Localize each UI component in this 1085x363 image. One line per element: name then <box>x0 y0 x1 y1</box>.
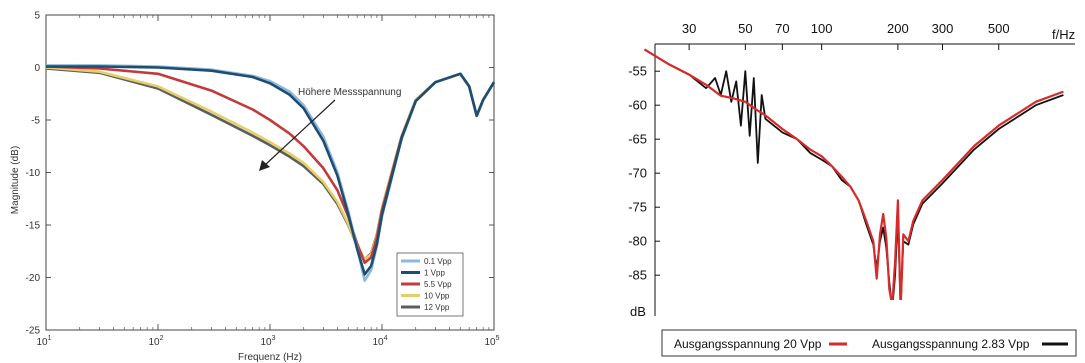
chart1-legend-label: 0.1 Vpp <box>424 257 452 266</box>
chart1-legend-label: 12 Vpp <box>424 303 450 312</box>
chart1-y-tick-label: -5 <box>31 116 40 127</box>
chart1-annotation-arrow <box>264 99 336 166</box>
chart2-y-tick-label: -75 <box>628 200 647 215</box>
chart1-x-tick-exp: 1 <box>48 335 52 342</box>
chart1-y-ticks: 5 0 -5 -10 -15 -20 -25 <box>26 11 494 337</box>
chart2-xlabel: f/Hz <box>1052 27 1075 42</box>
chart2-y-tick-label: -70 <box>628 166 647 181</box>
chart1-y-tick-label: -10 <box>26 168 41 179</box>
chart2-y-tick-label: -55 <box>628 64 647 79</box>
chart1-x-tick-base: 10 <box>148 337 160 348</box>
chart1-legend: 0.1 Vpp 1 Vpp 5.5 Vpp 10 Vpp 12 Vpp <box>396 252 464 317</box>
chart1-y-tick-label: 5 <box>34 11 40 22</box>
chart1-x-tick-base: 10 <box>36 337 48 348</box>
chart2-legend: Ausgangsspannung 20 Vpp Ausgangsspannung … <box>661 329 1077 357</box>
chart1-x-tick-label: 103 <box>260 335 275 348</box>
chart2-x-ticks: 30 50 70 100 200 300 500 <box>682 21 1010 50</box>
chart1-annotation: Höhere Messspannung <box>298 87 401 98</box>
chart1-x-tick-exp: 2 <box>160 335 164 342</box>
chart1-xlabel: Frequenz (Hz) <box>238 352 302 363</box>
chart2-x-tick-label: 300 <box>932 21 954 36</box>
chart1-y-tick-label: 0 <box>34 63 40 74</box>
chart1-series-group <box>45 64 496 283</box>
chart2-ylabel: dB <box>630 304 646 319</box>
chart-magnitude: 101 102 103 104 105 50-5-10-15-20-25 Frequen… <box>10 11 500 363</box>
chart1-x-tick-exp: 5 <box>496 335 500 342</box>
chart2-y-tick-label: -80 <box>628 234 647 249</box>
chart1-x-tick-label: 105 <box>484 335 499 348</box>
chart1-x-tick-base: 10 <box>260 337 272 348</box>
chart2-series-group <box>643 48 1064 300</box>
chart1-x-tick-exp: 3 <box>272 335 276 342</box>
chart1-legend-label: 5.5 Vpp <box>424 280 452 289</box>
chart2-x-tick-label: 500 <box>988 21 1010 36</box>
chart1-x-tick-exp: 4 <box>384 335 388 342</box>
chart2-series-line <box>643 48 1064 300</box>
chart2-x-tick-label: 100 <box>811 21 833 36</box>
chart1-x-tick-label: 101 <box>36 335 51 348</box>
chart2-y-ticks: -55 -60 -65 -70 -75 -80 -85 <box>628 64 660 283</box>
chart2-y-tick-label: -85 <box>628 268 647 283</box>
chart1-annotation-arrowhead <box>259 160 270 171</box>
chart1-legend-label: 10 Vpp <box>424 292 450 301</box>
chart1-x-tick-base: 10 <box>372 337 384 348</box>
chart2-y-tick-label: -65 <box>628 132 647 147</box>
chart2-legend-label: Ausgangsspannung 20 Vpp <box>674 337 822 351</box>
chart1-legend-label: 1 Vpp <box>424 269 445 278</box>
chart2-x-tick-label: 30 <box>682 21 696 36</box>
chart1-series-line <box>46 65 496 276</box>
chart1-y-tick-label: -15 <box>26 221 41 232</box>
chart1-ylabel: Magnitude (dB) <box>10 146 21 214</box>
chart2-x-tick-label: 70 <box>775 21 789 36</box>
chart2-y-tick-label: -60 <box>628 98 647 113</box>
chart2-legend-label: Ausgangsspannung 2.83 Vpp <box>872 337 1030 351</box>
chart2-legend-box <box>661 329 1077 357</box>
chart1-x-tick-label: 104 <box>372 335 387 348</box>
chart-ausgangsspannung: 30 50 70 100 200 300 500 -55 -60 -65 -70 -75 -80 -85… <box>628 21 1077 357</box>
chart2-series-line <box>644 48 1064 300</box>
chart1-x-tick-label: 102 <box>148 335 163 348</box>
chart1-y-tick-label: -25 <box>26 326 41 337</box>
chart1-x-ticks: 101 102 103 104 105 <box>36 15 500 348</box>
chart2-x-tick-label: 200 <box>887 21 909 36</box>
chart1-y-tick-label: -20 <box>26 273 41 284</box>
chart1-x-tick-base: 10 <box>484 337 496 348</box>
chart2-x-tick-label: 50 <box>738 21 752 36</box>
